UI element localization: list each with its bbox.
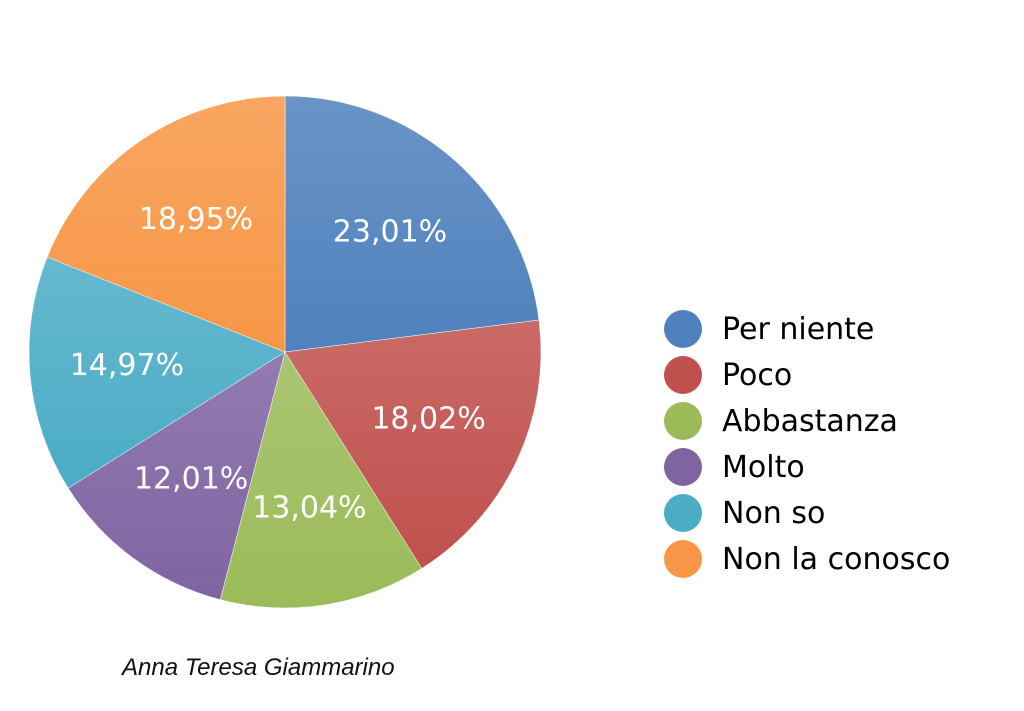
slice-data-label: 12,01% [134, 461, 248, 496]
pie-slice-per-niente [284, 95, 540, 353]
legend-label: Molto [722, 449, 805, 485]
legend-label: Non so [722, 495, 826, 531]
legend: Per niente Poco Abbastanza Molto Non so Non l… [664, 306, 950, 582]
slice-data-label: 18,02% [371, 401, 485, 436]
legend-item: Per niente [664, 306, 950, 352]
legend-swatch-icon [664, 356, 702, 394]
legend-swatch-icon [664, 494, 702, 532]
legend-label: Non la conosco [722, 541, 951, 577]
pie-slice-poco [284, 319, 542, 569]
legend-label: Abbastanza [722, 403, 898, 439]
slice-data-label: 23,01% [333, 214, 447, 249]
legend-item: Non so [664, 490, 950, 536]
legend-item: Non la conosco [664, 536, 950, 582]
legend-swatch-icon [664, 540, 702, 578]
pie-slice-non-so [28, 256, 286, 489]
pie-slice-abbastanza [219, 351, 423, 609]
legend-label: Poco [722, 357, 793, 393]
pie-slice-molto [67, 351, 286, 600]
slice-data-label: 18,95% [139, 202, 253, 237]
slice-data-label: 13,04% [252, 490, 366, 525]
legend-item: Molto [664, 444, 950, 490]
legend-item: Poco [664, 352, 950, 398]
slice-data-label: 14,97% [70, 348, 184, 383]
pie-slice-non-la-conosco [46, 95, 286, 353]
legend-item: Abbastanza [664, 398, 950, 444]
legend-swatch-icon [664, 448, 702, 486]
author-credit: Anna Teresa Giammarino [122, 654, 395, 681]
legend-label: Per niente [722, 311, 875, 347]
legend-swatch-icon [664, 402, 702, 440]
legend-swatch-icon [664, 310, 702, 348]
